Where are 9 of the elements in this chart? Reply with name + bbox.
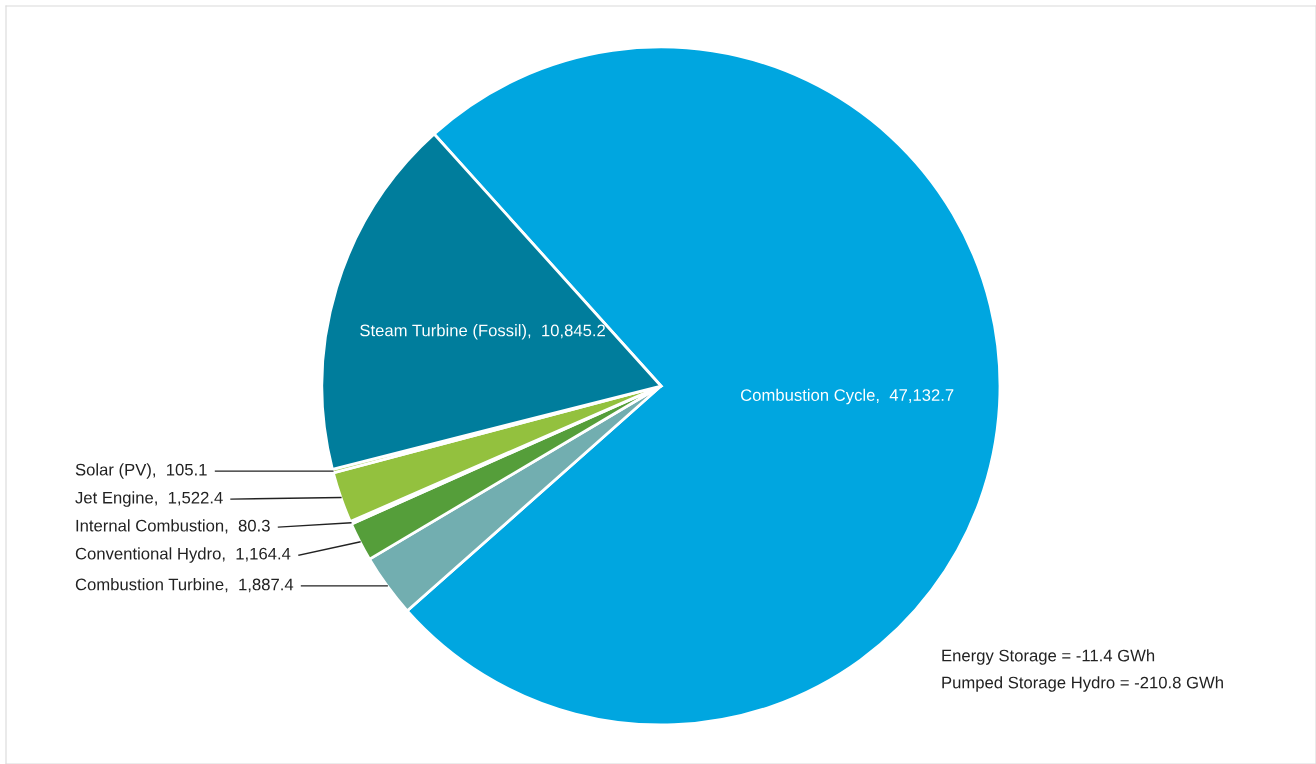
text: Pumped Storage Hydro = -210.8 GWh: [942, 676, 1223, 692]
slice-label: Jet Engine, 1,522.4: [75, 491, 223, 507]
text: Energy Storage = -11.4 GWh: [942, 649, 1155, 665]
slice-label: Internal Combustion, 80.3: [76, 519, 270, 534]
slice-label: Combustion Cycle, 47,132.7: [741, 388, 954, 405]
slice-label: Combustion Turbine, 1,887.4: [75, 578, 294, 593]
slice-label: Solar (PV), 105.1: [75, 463, 207, 479]
slice-label: Conventional Hydro, 1,164.4: [75, 547, 291, 563]
slice-label: Steam Turbine (Fossil), 10,845.2: [360, 324, 605, 340]
